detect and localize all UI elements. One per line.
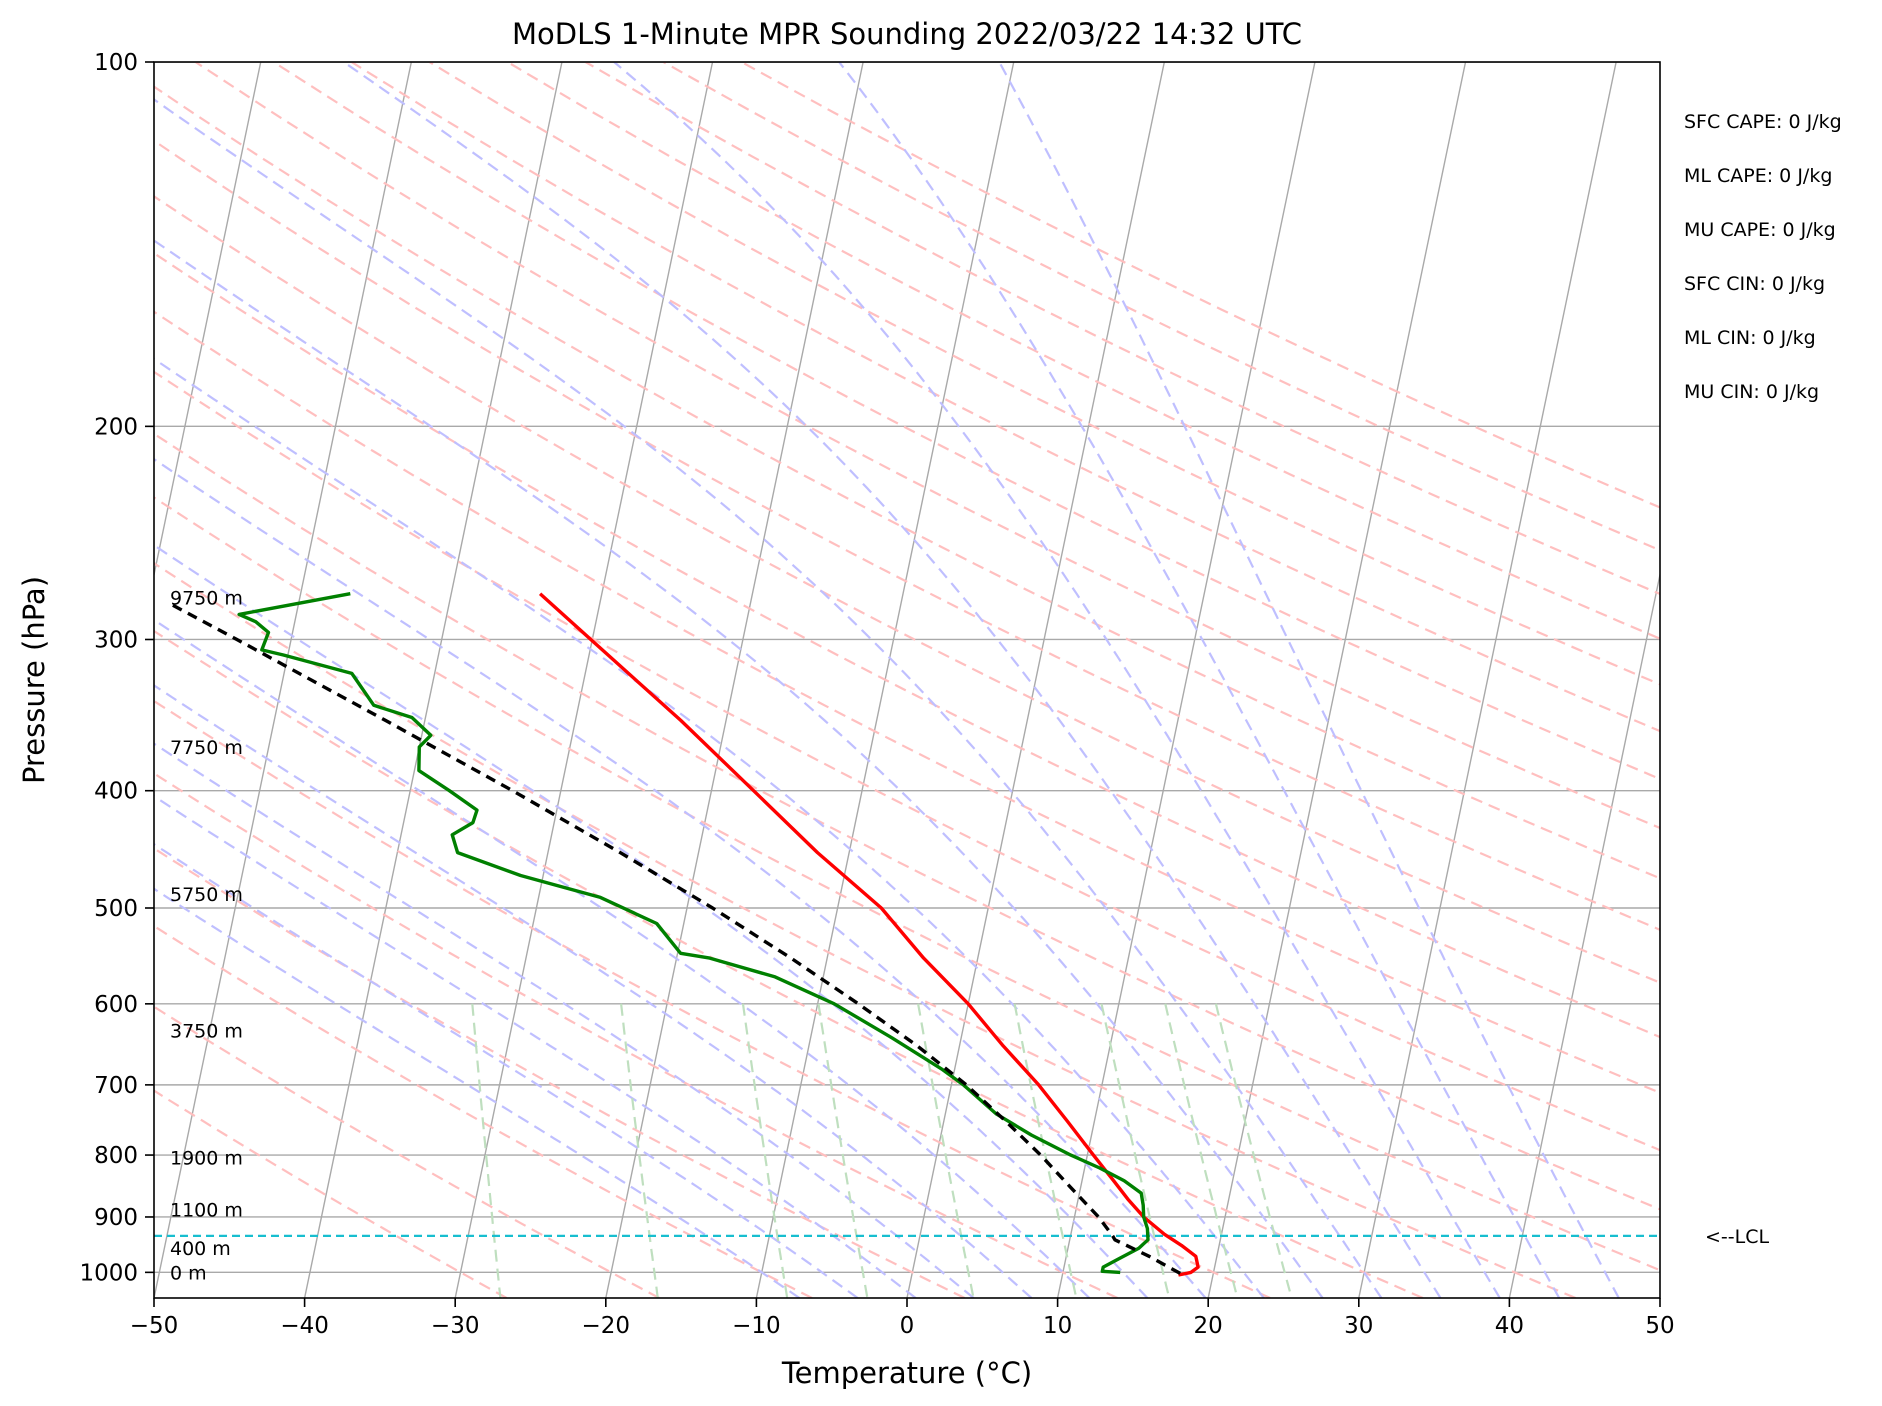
x-tick-label: −20 [582, 1313, 631, 1339]
mixing-ratio-line [917, 1003, 975, 1298]
dry-adiabat-line [154, 1005, 660, 1298]
data-lines [154, 592, 1660, 1277]
x-axis: −50 −40 −30 −20 −10 0 10 20 30 40 50 [130, 1298, 1675, 1339]
dry-adiabat-line [154, 310, 1660, 1094]
height-label: 1100 m [170, 1199, 243, 1221]
dry-adiabat-line [154, 629, 1424, 1298]
moist-adiabat-line [154, 794, 917, 1298]
y-tick-label: 400 [94, 779, 138, 805]
isotherm-line [1358, 62, 1617, 1298]
moist-adiabat-line [154, 887, 801, 1298]
x-tick-label: −30 [431, 1313, 480, 1339]
x-tick-label: 50 [1645, 1313, 1674, 1339]
dry-adiabat-line [350, 62, 1660, 733]
stat-text: MU CAPE: 0 J/kg [1684, 219, 1836, 241]
isotherm-line [906, 62, 1166, 1298]
x-tick-label: −10 [732, 1313, 781, 1339]
x-tick-label: 0 [900, 1313, 915, 1339]
x-tick-label: −40 [280, 1313, 329, 1339]
y-axis: 1000 900 800 700 600 500 400 300 200 100 [79, 50, 154, 1286]
isotherm-line [154, 62, 262, 579]
dry-adiabat-line [154, 924, 813, 1298]
y-tick-label: 900 [94, 1205, 138, 1231]
dry-adiabat-line [194, 62, 1660, 830]
stat-text: SFC CAPE: 0 J/kg [1684, 111, 1842, 133]
dry-adiabat-line [154, 772, 1118, 1298]
stats-panel: SFC CAPE: 0 J/kg ML CAPE: 0 J/kg MU CAPE: … [1684, 111, 1842, 403]
mixing-ratio-line [741, 1003, 789, 1298]
isotherm-line [1508, 571, 1660, 1298]
dry-adiabat-line [154, 496, 1660, 1272]
moist-adiabat-line [613, 62, 1501, 1298]
mixing-ratio-line [817, 1003, 869, 1298]
stat-text: ML CIN: 0 J/kg [1684, 327, 1816, 349]
y-tick-label: 100 [94, 50, 138, 76]
dry-adiabat-line [154, 251, 1660, 1039]
y-tick-label: 800 [94, 1143, 138, 1169]
moist-adiabat-line [154, 684, 1033, 1298]
height-label: 0 m [170, 1262, 207, 1284]
moist-adiabat-line [154, 618, 1091, 1298]
stat-text: MU CIN: 0 J/kg [1684, 381, 1819, 403]
y-axis-title: Pressure (hPa) [17, 576, 51, 784]
height-label: 5750 m [170, 884, 243, 906]
moist-adiabat-line [154, 842, 859, 1298]
mixing-ratio-line [620, 1003, 659, 1298]
dry-adiabat-line [154, 561, 1577, 1298]
y-tick-label: 500 [94, 896, 138, 922]
height-label: 9750 m [170, 588, 243, 610]
x-tick-label: 10 [1043, 1313, 1072, 1339]
moist-adiabat-line [154, 239, 1324, 1298]
moist-adiabat-line [998, 62, 1620, 1298]
mixing-ratio-line [1164, 1003, 1239, 1298]
mixing-ratio-line [1013, 1003, 1078, 1298]
isotherm-line [154, 62, 413, 1298]
mixing-ratio-line [1100, 1003, 1171, 1298]
lcl-label: <--LCL [1705, 1226, 1769, 1248]
stat-text: ML CAPE: 0 J/kg [1684, 165, 1832, 187]
y-tick-label: 600 [94, 992, 138, 1018]
background-lines [154, 62, 1660, 1298]
height-label: 3750 m [170, 1020, 243, 1042]
stat-text: SFC CIN: 0 J/kg [1684, 273, 1825, 295]
isotherm-line [303, 62, 563, 1298]
mixing-ratio-line [1214, 1003, 1293, 1298]
x-tick-label: 30 [1344, 1313, 1373, 1339]
dewpoint-line [237, 592, 1150, 1275]
y-tick-label: 700 [94, 1073, 138, 1099]
height-label: 7750 m [170, 737, 243, 759]
parcel-path-line [168, 601, 1182, 1275]
dry-adiabat-line [506, 62, 1660, 640]
isotherm-line [1056, 62, 1316, 1298]
mixing-ratio-line [471, 1003, 502, 1298]
x-tick-label: 20 [1194, 1313, 1223, 1339]
y-tick-label: 1000 [79, 1260, 138, 1286]
dry-adiabat-line [154, 432, 1660, 1211]
x-tick-label: 40 [1495, 1313, 1524, 1339]
moist-adiabat-line [838, 62, 1561, 1298]
isotherm-line [605, 62, 864, 1298]
dry-adiabat-line [154, 139, 1660, 931]
y-tick-label: 300 [94, 627, 138, 653]
height-label: 1900 m [170, 1148, 243, 1170]
moist-adiabat-line [154, 742, 975, 1298]
temperature-line [538, 592, 1200, 1277]
isotherm-line [454, 62, 714, 1298]
chart-title: MoDLS 1-Minute MPR Sounding 2022/03/22 1… [512, 17, 1302, 51]
moist-adiabat-line [154, 357, 1265, 1298]
dry-adiabat-line [154, 370, 1660, 1152]
moist-adiabat-line [154, 457, 1207, 1298]
x-tick-label: −50 [130, 1313, 179, 1339]
moist-adiabat-line [154, 543, 1149, 1298]
x-axis-title: Temperature (°C) [781, 1356, 1032, 1390]
moist-adiabat-line [343, 62, 1442, 1298]
height-label: 400 m [170, 1238, 231, 1260]
dry-adiabat-line [154, 1089, 508, 1298]
moist-adiabat-line [154, 98, 1383, 1298]
y-tick-label: 200 [94, 414, 138, 440]
